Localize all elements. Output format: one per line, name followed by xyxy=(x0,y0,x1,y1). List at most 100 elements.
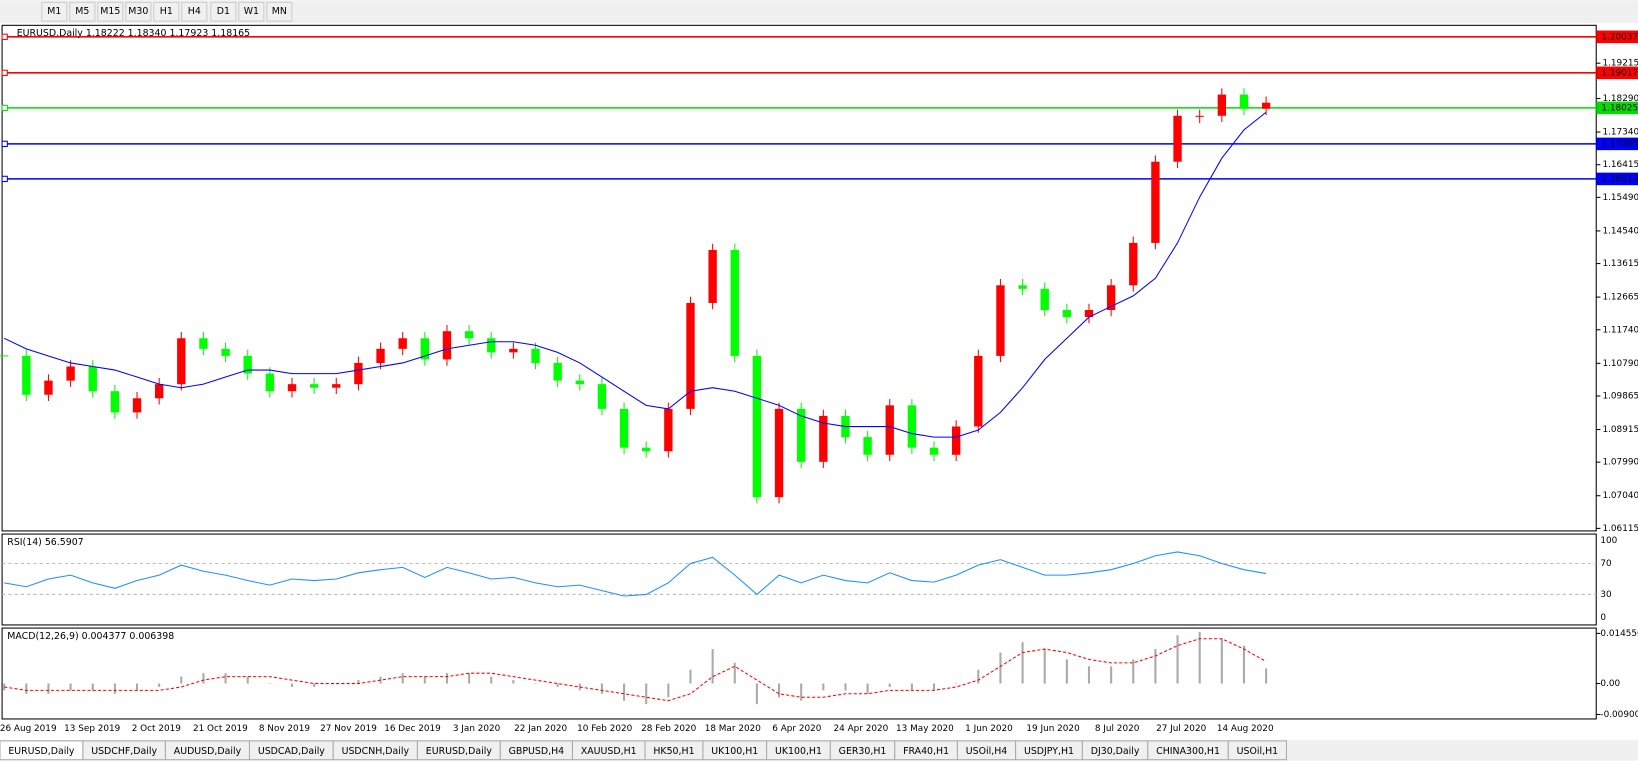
tab-label[interactable]: DJ30,Daily xyxy=(1091,746,1140,757)
candle xyxy=(1084,310,1094,318)
macd-bar xyxy=(1154,649,1157,684)
macd-bar xyxy=(645,683,648,705)
timeframe-label[interactable]: W1 xyxy=(244,6,259,17)
candle xyxy=(1106,285,1116,311)
candle xyxy=(442,331,452,360)
candle xyxy=(951,426,961,455)
timeframe-label[interactable]: M5 xyxy=(75,6,89,17)
candle xyxy=(996,285,1005,356)
y-tick-label: 1.17340 xyxy=(1602,128,1638,138)
timeframe-button[interactable] xyxy=(41,1,68,22)
candle xyxy=(686,302,695,409)
candle xyxy=(22,355,31,395)
x-tick-label: 27 Nov 2019 xyxy=(320,724,377,734)
tab-label[interactable]: EURUSD,Daily xyxy=(426,746,493,757)
timeframe-button[interactable] xyxy=(125,1,152,22)
timeframe-label[interactable]: M1 xyxy=(47,6,61,17)
candle xyxy=(863,437,872,455)
tab-label[interactable]: GER30,H1 xyxy=(839,746,887,757)
level-label: 1.18025 xyxy=(1601,103,1638,113)
candle xyxy=(1261,102,1271,109)
x-tick-label: 2 Oct 2019 xyxy=(132,724,181,734)
timeframe-button[interactable] xyxy=(153,1,180,22)
macd-bar xyxy=(1065,659,1068,684)
level-tag xyxy=(1596,172,1638,186)
macd-bar xyxy=(180,676,183,684)
timeframe-label[interactable]: D1 xyxy=(217,6,230,17)
y-tick-label: 1.11740 xyxy=(1602,325,1638,335)
tab-label[interactable]: XAUUSD,H1 xyxy=(581,746,637,757)
x-tick-label: 8 Jul 2020 xyxy=(1095,724,1140,734)
candle xyxy=(929,447,939,455)
level-tag xyxy=(1596,30,1638,44)
candle xyxy=(487,338,496,353)
candle xyxy=(154,384,164,399)
timeframe-button[interactable] xyxy=(238,1,265,22)
y-tick-label: 0.00 xyxy=(1600,679,1620,689)
timeframe-label[interactable]: H1 xyxy=(160,6,173,17)
macd-bar xyxy=(401,673,404,684)
macd-bar xyxy=(490,676,493,684)
tab-label[interactable]: UK100,H1 xyxy=(711,746,758,757)
level-label: 1.20037 xyxy=(1601,32,1638,42)
toolbar xyxy=(0,0,1638,24)
tab-label[interactable]: USDCHF,Daily xyxy=(91,746,157,757)
level-handle xyxy=(1,175,8,183)
tab-label[interactable]: USOil,H4 xyxy=(966,746,1007,757)
timeframe-button[interactable] xyxy=(266,1,293,22)
tab-label[interactable]: EURUSD,Daily xyxy=(8,746,75,757)
rsi-label: RSI(14) 56.5907 xyxy=(7,537,83,548)
macd-bar xyxy=(556,683,559,687)
macd-bar xyxy=(1176,635,1179,684)
candle xyxy=(88,366,97,392)
moving-average xyxy=(3,111,1267,438)
candle xyxy=(597,384,607,409)
timeframe-button[interactable] xyxy=(181,1,208,22)
candle xyxy=(420,338,429,360)
tab-label[interactable]: CHINA300,H1 xyxy=(1156,746,1220,757)
y-tick-label: 1.09865 xyxy=(1602,391,1638,401)
level-tag xyxy=(1596,101,1638,115)
macd-bar xyxy=(733,662,736,684)
macd-bar xyxy=(135,683,139,691)
tab-label[interactable]: UK100,H1 xyxy=(775,746,822,757)
macd-bar xyxy=(667,683,670,698)
rsi-line xyxy=(4,551,1267,597)
candle xyxy=(797,408,806,462)
candle xyxy=(354,362,363,385)
macd-bar xyxy=(268,683,271,685)
tab-label[interactable]: USDCAD,Daily xyxy=(258,746,325,757)
candle xyxy=(642,447,651,452)
level-label: 1.19017 xyxy=(1601,68,1638,78)
y-tick-label: 1.08915 xyxy=(1602,425,1638,435)
x-tick-label: 22 Jan 2020 xyxy=(514,724,567,734)
timeframe-label[interactable]: MN xyxy=(272,6,287,17)
timeframe-button[interactable] xyxy=(97,1,124,22)
macd-bar xyxy=(202,673,205,684)
y-tick-label: 1.10790 xyxy=(1602,359,1638,369)
chart-tab[interactable] xyxy=(1227,740,1288,761)
tab-label[interactable]: USDCNH,Daily xyxy=(342,746,410,757)
timeframe-button[interactable] xyxy=(69,1,96,22)
tab-label[interactable]: USDJPY,H1 xyxy=(1024,746,1074,757)
timeframe-button[interactable] xyxy=(210,1,237,22)
tab-label[interactable]: AUDUSD,Daily xyxy=(174,746,242,757)
timeframe-label[interactable]: M30 xyxy=(128,6,148,17)
macd-bar xyxy=(91,683,94,691)
tab-label[interactable]: HK50,H1 xyxy=(653,746,694,757)
y-tick-label: 30 xyxy=(1600,590,1612,600)
tab-label[interactable]: GBPUSD,H4 xyxy=(509,746,564,757)
tab-label[interactable]: USOil,H1 xyxy=(1237,746,1278,757)
candle xyxy=(708,249,717,303)
x-tick-label: 18 Mar 2020 xyxy=(705,724,762,734)
tab-label[interactable]: FRA40,H1 xyxy=(903,746,949,757)
timeframe-label[interactable]: M15 xyxy=(100,6,120,17)
y-tick-label: 1.07990 xyxy=(1602,458,1638,468)
x-tick-label: 13 Sep 2019 xyxy=(64,724,121,734)
candle xyxy=(376,348,385,363)
chart-header: EURUSD,Daily 1.18222 1.18340 1.17923 1.1… xyxy=(17,28,250,39)
candle xyxy=(309,384,319,388)
candle xyxy=(1129,242,1138,286)
candle xyxy=(664,408,673,452)
timeframe-label[interactable]: H4 xyxy=(188,6,201,17)
